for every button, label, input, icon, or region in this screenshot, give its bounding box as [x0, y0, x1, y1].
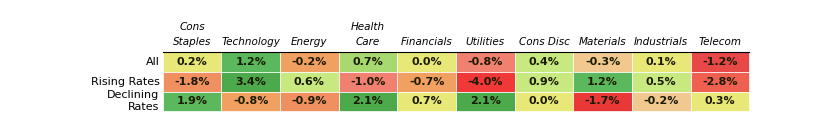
- Text: Declining
Rates: Declining Rates: [107, 91, 160, 112]
- Text: -4.0%: -4.0%: [467, 77, 503, 87]
- Text: Care: Care: [356, 37, 380, 47]
- Text: 0.2%: 0.2%: [176, 57, 207, 67]
- Text: -0.3%: -0.3%: [585, 57, 620, 67]
- Bar: [456, 72, 515, 92]
- Text: -0.2%: -0.2%: [292, 57, 327, 67]
- Bar: [280, 72, 339, 92]
- Bar: [163, 72, 222, 92]
- Bar: [691, 52, 749, 72]
- Text: -0.8%: -0.8%: [233, 96, 268, 106]
- Bar: [397, 92, 456, 111]
- Bar: [573, 92, 632, 111]
- Bar: [515, 52, 573, 72]
- Bar: [339, 72, 397, 92]
- Bar: [573, 72, 632, 92]
- Text: -0.9%: -0.9%: [292, 96, 327, 106]
- Text: Industrials: Industrials: [635, 37, 688, 47]
- Text: -0.8%: -0.8%: [467, 57, 503, 67]
- Bar: [163, 52, 222, 72]
- Text: 1.2%: 1.2%: [587, 77, 618, 87]
- Text: -1.2%: -1.2%: [702, 57, 737, 67]
- Text: Cons: Cons: [179, 22, 205, 32]
- Bar: [397, 52, 456, 72]
- Text: 0.1%: 0.1%: [646, 57, 676, 67]
- Bar: [691, 72, 749, 92]
- Text: Telecom: Telecom: [698, 37, 742, 47]
- Text: -1.8%: -1.8%: [175, 77, 210, 87]
- Bar: [222, 72, 280, 92]
- Bar: [456, 52, 515, 72]
- Text: 1.2%: 1.2%: [235, 57, 266, 67]
- Bar: [515, 92, 573, 111]
- Bar: [222, 52, 280, 72]
- Bar: [397, 72, 456, 92]
- Text: 0.4%: 0.4%: [528, 57, 559, 67]
- Text: 0.0%: 0.0%: [528, 96, 559, 106]
- Text: Utilities: Utilities: [466, 37, 505, 47]
- Text: 0.7%: 0.7%: [353, 57, 384, 67]
- Text: -2.8%: -2.8%: [702, 77, 737, 87]
- Text: All: All: [145, 57, 160, 67]
- Text: 0.0%: 0.0%: [411, 57, 442, 67]
- Bar: [573, 52, 632, 72]
- Bar: [339, 92, 397, 111]
- Text: 3.4%: 3.4%: [235, 77, 266, 87]
- Text: -1.0%: -1.0%: [350, 77, 385, 87]
- Bar: [632, 72, 691, 92]
- Text: -0.7%: -0.7%: [409, 77, 445, 87]
- Bar: [163, 92, 222, 111]
- Bar: [515, 72, 573, 92]
- Text: Materials: Materials: [579, 37, 626, 47]
- Text: Health: Health: [351, 22, 385, 32]
- Bar: [339, 52, 397, 72]
- Bar: [222, 92, 280, 111]
- Bar: [632, 52, 691, 72]
- Text: -1.7%: -1.7%: [585, 96, 620, 106]
- Text: 2.1%: 2.1%: [353, 96, 384, 106]
- Bar: [456, 92, 515, 111]
- Bar: [632, 92, 691, 111]
- Text: 0.7%: 0.7%: [411, 96, 442, 106]
- Text: 0.5%: 0.5%: [646, 77, 676, 87]
- Bar: [280, 92, 339, 111]
- Text: Cons Disc: Cons Disc: [518, 37, 569, 47]
- Text: Technology: Technology: [222, 37, 280, 47]
- Bar: [280, 52, 339, 72]
- Text: 0.9%: 0.9%: [528, 77, 559, 87]
- Text: Staples: Staples: [173, 37, 212, 47]
- Text: 1.9%: 1.9%: [176, 96, 207, 106]
- Bar: [691, 92, 749, 111]
- Text: 0.6%: 0.6%: [294, 77, 325, 87]
- Text: -0.2%: -0.2%: [644, 96, 679, 106]
- Text: Energy: Energy: [291, 37, 328, 47]
- Text: 2.1%: 2.1%: [470, 96, 501, 106]
- Text: Financials: Financials: [400, 37, 452, 47]
- Text: Rising Rates: Rising Rates: [90, 77, 160, 87]
- Text: 0.3%: 0.3%: [705, 96, 735, 106]
